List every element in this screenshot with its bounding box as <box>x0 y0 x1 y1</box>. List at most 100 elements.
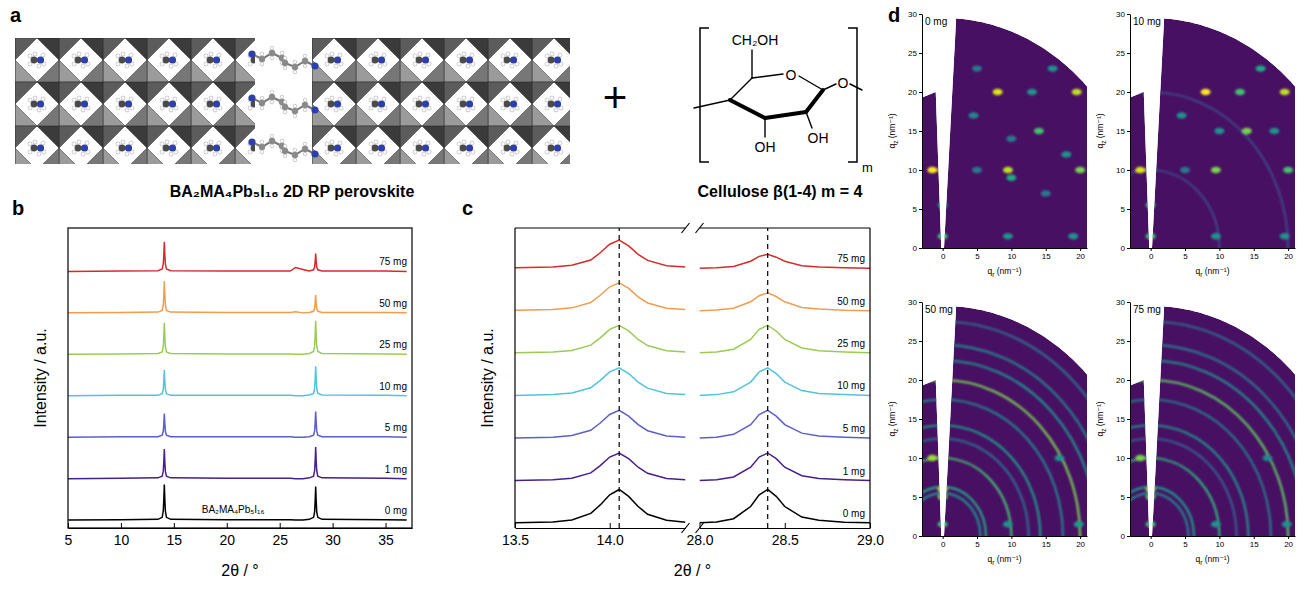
hydrogen <box>213 64 217 68</box>
octahedron-face <box>235 60 255 82</box>
carbon <box>269 94 275 100</box>
nitrogen <box>422 144 429 151</box>
carbon <box>548 145 555 152</box>
hydrogen <box>283 144 287 148</box>
tick: 20 <box>1284 536 1293 549</box>
axis-line <box>869 228 870 528</box>
hydrogen <box>422 108 426 112</box>
axis: 051015202530 <box>1116 10 1130 253</box>
tick: 13.5 <box>502 523 529 548</box>
hydrogen <box>554 108 558 112</box>
scattering-ring <box>845 425 1040 590</box>
bragg-spot <box>1006 175 1016 181</box>
hydrogen <box>457 142 461 146</box>
methylammonium <box>28 140 46 156</box>
tick: 5 <box>1183 536 1188 549</box>
tick-mark <box>610 523 611 528</box>
tick-label: 28.0 <box>686 532 713 548</box>
nitrogen <box>248 94 255 101</box>
axis-title: qz (nm⁻¹) <box>887 113 899 148</box>
tick-label: 20 <box>908 88 917 97</box>
axis-line <box>923 248 1088 249</box>
nitrogen <box>554 144 561 151</box>
carbon <box>416 57 423 64</box>
axis: 05101520 <box>1131 536 1296 549</box>
hydrogen <box>204 106 208 110</box>
scattering-ring <box>822 400 1063 590</box>
annotation: BA₂MA₄Pb₅I₁₆ <box>202 504 265 515</box>
hydrogen <box>33 96 37 100</box>
bragg-spot <box>1211 521 1221 527</box>
tick-label: 5 <box>1183 540 1188 549</box>
butylammonium <box>248 46 285 66</box>
octahedron-face <box>235 82 255 104</box>
bragg-spot <box>1061 151 1071 157</box>
hydrogen <box>116 98 120 102</box>
carbon <box>163 145 170 152</box>
hydrogen <box>160 142 164 146</box>
map-title: 75 mg <box>1133 304 1161 315</box>
tick: 14.0 <box>597 523 624 548</box>
hydrogen <box>283 154 287 158</box>
tick-label: 15 <box>1116 415 1125 424</box>
hydrogen <box>293 104 297 108</box>
hydrogen <box>293 70 297 74</box>
carbon <box>292 152 298 158</box>
tick-label: 30 <box>325 532 341 548</box>
hydrogen <box>116 142 120 146</box>
plot-area <box>922 18 1087 248</box>
slab-ground <box>312 38 570 164</box>
series-line <box>68 366 407 396</box>
series-line <box>515 489 870 522</box>
hydrogen <box>81 152 85 156</box>
series-line <box>68 242 407 272</box>
carbon <box>302 102 308 108</box>
carbon <box>269 138 275 144</box>
nitrogen <box>169 144 176 151</box>
tick-label: 14.0 <box>597 532 624 548</box>
hydrogen <box>413 142 417 146</box>
series-label: 10 mg <box>837 380 865 391</box>
hydrogen <box>330 52 334 56</box>
tick-label: 20 <box>1116 88 1125 97</box>
tick-label: 0 <box>1121 244 1126 253</box>
hydrogen <box>81 64 85 68</box>
nitrogen <box>125 100 132 107</box>
hydrogen <box>209 140 213 144</box>
nitrogen <box>311 106 318 113</box>
operator: + <box>603 74 628 121</box>
nitrogen <box>510 100 517 107</box>
axis: 13.5 14.0 <box>502 523 686 548</box>
axis-title: qr (nm⁻¹) <box>987 554 1021 566</box>
hydrogen <box>378 152 382 156</box>
plot-area <box>754 306 1132 590</box>
tick: 0 <box>941 248 946 261</box>
hydrogen <box>270 100 274 104</box>
bragg-spot <box>1146 202 1156 208</box>
nitrogen <box>169 100 176 107</box>
bragg-spot <box>1280 233 1290 239</box>
hydrogen <box>501 62 505 66</box>
tick: 15 <box>1250 248 1259 261</box>
methylammonium <box>72 52 90 68</box>
methylammonium <box>204 52 222 68</box>
nitrogen <box>378 100 385 107</box>
tick-label: 15 <box>1042 540 1051 549</box>
tick-label: 35 <box>378 532 394 548</box>
bond <box>765 112 806 118</box>
scattering-map: 0510152005101520253075 mgqr (nm⁻¹)qz (nm… <box>962 298 1308 590</box>
tick: 0 <box>913 244 922 253</box>
axis: 05101520 <box>923 536 1088 549</box>
hydrogen <box>72 150 76 154</box>
tick: 30 <box>325 523 341 548</box>
tick: 5 <box>975 536 980 549</box>
methylammonium <box>545 52 563 68</box>
hydrogen <box>558 141 562 145</box>
bragg-spot <box>1048 65 1058 71</box>
tick: 20 <box>1116 88 1130 97</box>
chain-bond <box>252 141 282 147</box>
tick-label: 15 <box>908 415 917 424</box>
hydrogen <box>325 62 329 66</box>
nitrogen <box>334 144 341 151</box>
chain-bond <box>285 149 315 155</box>
